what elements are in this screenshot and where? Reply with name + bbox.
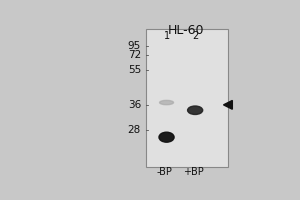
Text: 2: 2	[193, 31, 199, 41]
Ellipse shape	[159, 132, 174, 142]
Text: 72: 72	[128, 50, 141, 60]
Polygon shape	[224, 100, 232, 109]
Text: -BP: -BP	[157, 167, 172, 177]
Ellipse shape	[160, 100, 173, 105]
Text: 1: 1	[164, 31, 169, 41]
Text: 28: 28	[128, 125, 141, 135]
Text: 55: 55	[128, 65, 141, 75]
Ellipse shape	[188, 106, 203, 114]
Text: +BP: +BP	[183, 167, 204, 177]
Text: 95: 95	[128, 41, 141, 51]
Bar	[146, 29, 228, 167]
Text: HL-60: HL-60	[168, 24, 205, 37]
Text: 36: 36	[128, 100, 141, 110]
